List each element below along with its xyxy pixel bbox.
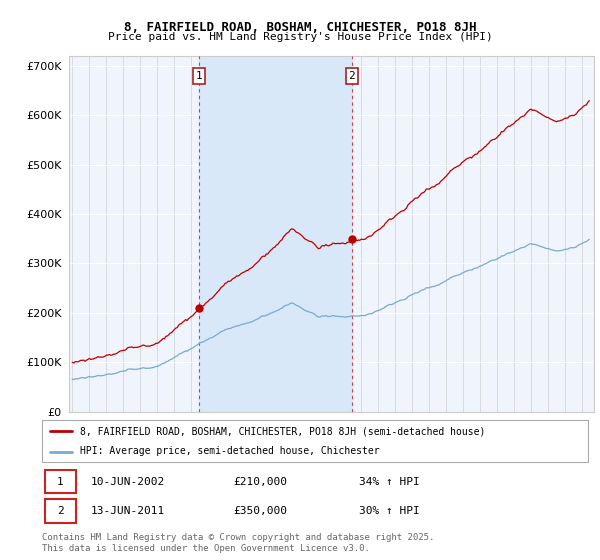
Bar	[199, 56, 352, 412]
Text: 2: 2	[349, 71, 355, 81]
Text: 8, FAIRFIELD ROAD, BOSHAM, CHICHESTER, PO18 8JH (semi-detached house): 8, FAIRFIELD ROAD, BOSHAM, CHICHESTER, P…	[80, 426, 485, 436]
Text: 2: 2	[57, 506, 64, 516]
Text: 1: 1	[196, 71, 202, 81]
Text: £210,000: £210,000	[233, 477, 287, 487]
Text: 1: 1	[57, 477, 64, 487]
Text: Contains HM Land Registry data © Crown copyright and database right 2025.: Contains HM Land Registry data © Crown c…	[42, 533, 434, 542]
Text: £350,000: £350,000	[233, 506, 287, 516]
Text: 13-JUN-2011: 13-JUN-2011	[91, 506, 166, 516]
Text: HPI: Average price, semi-detached house, Chichester: HPI: Average price, semi-detached house,…	[80, 446, 380, 456]
FancyBboxPatch shape	[42, 420, 588, 462]
FancyBboxPatch shape	[45, 499, 76, 523]
Text: This data is licensed under the Open Government Licence v3.0.: This data is licensed under the Open Gov…	[42, 544, 370, 553]
Text: 34% ↑ HPI: 34% ↑ HPI	[359, 477, 419, 487]
FancyBboxPatch shape	[45, 470, 76, 493]
Text: 8, FAIRFIELD ROAD, BOSHAM, CHICHESTER, PO18 8JH: 8, FAIRFIELD ROAD, BOSHAM, CHICHESTER, P…	[124, 21, 476, 34]
Text: 10-JUN-2002: 10-JUN-2002	[91, 477, 166, 487]
Text: Price paid vs. HM Land Registry's House Price Index (HPI): Price paid vs. HM Land Registry's House …	[107, 32, 493, 43]
Text: 30% ↑ HPI: 30% ↑ HPI	[359, 506, 419, 516]
